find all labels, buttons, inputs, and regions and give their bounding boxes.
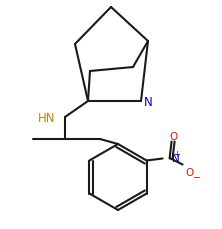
Text: O: O bbox=[185, 167, 194, 177]
Text: N: N bbox=[172, 154, 179, 164]
Text: −: − bbox=[192, 172, 201, 182]
Text: N: N bbox=[144, 95, 152, 108]
Text: O: O bbox=[169, 131, 178, 141]
Text: +: + bbox=[174, 149, 180, 158]
Text: HN: HN bbox=[38, 111, 56, 124]
